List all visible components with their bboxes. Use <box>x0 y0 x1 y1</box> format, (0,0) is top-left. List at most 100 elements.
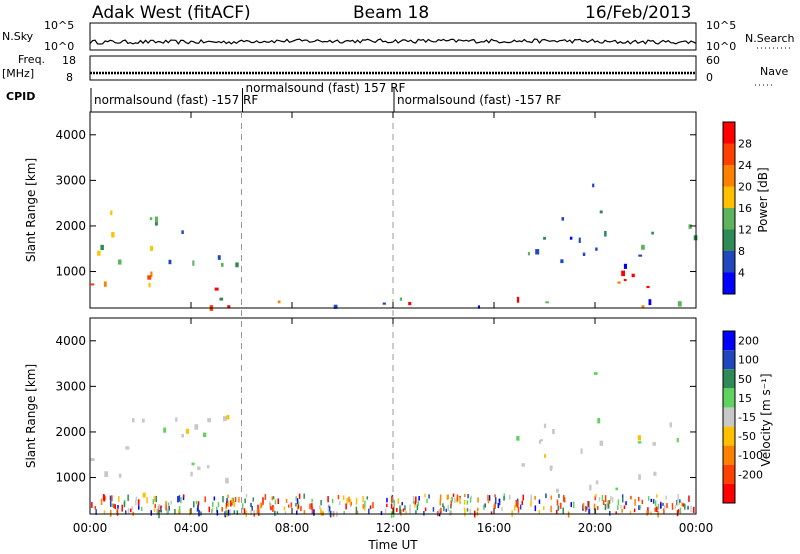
data-cell <box>192 260 195 266</box>
data-cell <box>438 508 440 514</box>
data-cell <box>129 508 132 513</box>
data-cell <box>256 509 259 514</box>
data-cell <box>538 439 542 444</box>
data-cell <box>582 503 585 510</box>
data-cell <box>654 500 657 507</box>
data-cell <box>606 503 608 510</box>
data-cell <box>561 217 564 221</box>
data-cell <box>630 495 632 500</box>
data-cell <box>498 498 501 502</box>
data-cell <box>230 500 232 507</box>
data-cell <box>298 493 301 499</box>
data-cell <box>428 494 430 499</box>
data-cell <box>233 510 236 515</box>
data-cell <box>638 254 643 257</box>
data-cell <box>245 493 248 498</box>
colorbar-segment <box>723 483 735 503</box>
data-cell <box>663 508 665 514</box>
data-cell <box>497 502 500 509</box>
data-cell <box>416 504 419 511</box>
data-cell <box>225 477 229 484</box>
data-cell <box>198 509 200 517</box>
data-cell <box>147 275 152 280</box>
data-cell <box>530 494 532 501</box>
data-cell <box>412 495 415 501</box>
data-cell <box>638 496 640 502</box>
data-cell <box>163 427 167 433</box>
data-cell <box>117 505 119 509</box>
data-cell <box>348 496 350 503</box>
x-tick-label: 20:00 <box>578 521 613 535</box>
colorbar-tick-label: 12 <box>738 224 752 237</box>
data-cell <box>610 495 612 501</box>
data-cell <box>125 446 130 450</box>
colorbar-tick-label: 28 <box>738 138 752 151</box>
data-cell <box>232 497 234 503</box>
data-cell <box>327 504 330 511</box>
data-cell <box>338 500 341 506</box>
data-cell <box>621 508 623 513</box>
data-cell <box>190 471 193 477</box>
power-scatter <box>90 183 698 311</box>
data-cell <box>595 480 599 485</box>
data-cell <box>517 500 519 508</box>
data-cell <box>469 496 472 503</box>
data-cell <box>350 501 352 506</box>
data-cell <box>207 418 212 423</box>
data-cell <box>229 509 231 516</box>
data-cell <box>519 504 522 510</box>
freq-panel-frame <box>89 55 697 81</box>
data-cell <box>236 510 239 515</box>
data-cell <box>142 492 146 498</box>
data-cell <box>607 500 609 507</box>
colorbar-tick-label: 200 <box>738 335 759 348</box>
data-cell <box>464 509 466 517</box>
data-cell <box>274 510 276 516</box>
data-cell <box>154 216 158 223</box>
data-cell <box>669 422 672 428</box>
data-cell <box>272 506 275 512</box>
data-cell <box>116 509 119 516</box>
y-tick-label: 4000 <box>55 128 86 142</box>
data-cell <box>450 504 452 509</box>
data-cell <box>440 507 442 514</box>
data-cell <box>262 499 264 505</box>
data-cell <box>369 505 372 510</box>
data-cell <box>337 494 340 500</box>
data-cell <box>109 495 112 501</box>
data-cell <box>110 210 113 216</box>
data-cell <box>604 230 607 237</box>
data-cell <box>611 497 614 503</box>
data-cell <box>402 508 405 512</box>
data-cell <box>272 496 275 500</box>
data-cell <box>516 436 520 441</box>
data-cell <box>362 495 364 503</box>
data-cell <box>454 497 456 503</box>
date-title: 16/Feb/2013 <box>585 3 691 23</box>
data-cell <box>233 501 235 508</box>
data-cell <box>597 506 599 510</box>
data-cell <box>426 498 428 504</box>
data-cell <box>617 281 621 284</box>
data-cell <box>216 506 218 513</box>
y-tick-label: 1000 <box>55 265 86 279</box>
data-cell <box>287 504 290 508</box>
data-cell <box>270 506 272 511</box>
data-cell <box>494 497 497 504</box>
data-cell <box>384 508 387 513</box>
data-cell <box>138 499 140 506</box>
data-cell <box>174 509 176 515</box>
cpid-label: CPID <box>6 90 35 103</box>
power-panel-bg <box>90 112 696 308</box>
noise-axis-bottom: 10^0 <box>44 40 74 53</box>
data-cell <box>135 496 138 501</box>
velocity-ylabel: Slant Range [km] <box>24 364 38 468</box>
data-cell <box>113 503 115 509</box>
data-cell <box>165 501 167 506</box>
data-cell <box>327 507 330 513</box>
data-cell <box>214 287 219 291</box>
data-cell <box>625 501 627 506</box>
x-tick-label: 16:00 <box>477 521 512 535</box>
data-cell <box>513 505 516 511</box>
